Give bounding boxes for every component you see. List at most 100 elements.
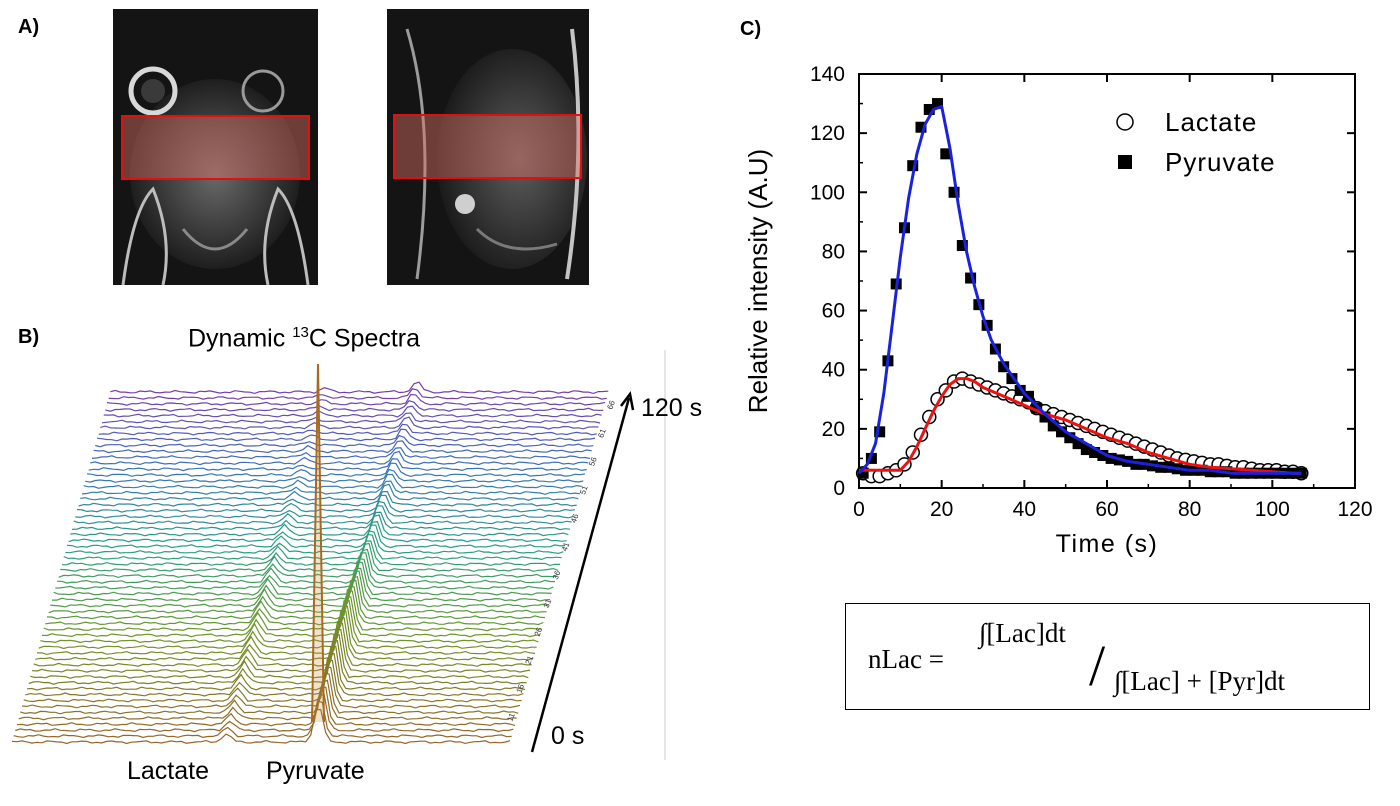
pyruvate-point [1105, 452, 1117, 464]
mri-eye-left [128, 66, 178, 116]
spectrum-trace [101, 412, 601, 424]
spectrum-trace [100, 416, 599, 430]
depth-tick-label: 56 [587, 455, 599, 467]
spectrum-trace [25, 652, 524, 697]
pyruvate-peak-spike [311, 363, 325, 723]
spectra-title: Dynamic 13C Spectra [188, 324, 420, 353]
spectrum-trace [43, 588, 542, 632]
pyruvate-point [1056, 426, 1068, 438]
legend-pyruvate-marker [1118, 155, 1132, 169]
spectrum-trace [73, 504, 572, 525]
pyruvate-point [857, 467, 869, 479]
y-tick-label: 100 [810, 181, 845, 204]
legend-pyruvate-label: Pyruvate [1165, 147, 1276, 177]
spectrum-trace [93, 440, 592, 454]
spectrum-trace [86, 462, 586, 478]
spectra-title-suffix: C Spectra [308, 324, 421, 353]
lactate-peak-label: Lactate [127, 757, 210, 785]
legend-lactate-label: Lactate [1165, 107, 1257, 137]
depth-tick-label: 11 [505, 711, 516, 722]
time-course-chart: 0 20 40 60 80 100 120 0 20 40 60 80 100 120 140 Time (s… [743, 63, 1373, 558]
time-start-label: 0 s [551, 722, 585, 750]
spectrum-trace [88, 458, 587, 472]
spectrum-trace [26, 645, 526, 691]
spectrum-trace [95, 434, 594, 448]
time-end-label: 120 s [641, 394, 703, 422]
spectrum-trace [47, 579, 546, 620]
legend-lactate-marker [1116, 113, 1134, 131]
y-tick-label: 40 [822, 359, 845, 382]
pyruvate-point [1130, 458, 1142, 470]
time-axis-arrowhead [620, 390, 635, 411]
formula-lhs: nLac = [868, 644, 944, 674]
spectrum-trace [98, 423, 597, 436]
x-tick-label: 0 [853, 498, 865, 521]
pyruvate-point [1080, 444, 1092, 456]
spectrum-trace [20, 672, 519, 715]
spectrum-trace [70, 514, 569, 537]
pyruvate-point [865, 452, 877, 464]
spectrum-trace [63, 533, 562, 561]
pyruvate-point [915, 121, 927, 133]
spectrum-trace [91, 447, 591, 460]
y-tick-label: 120 [810, 122, 845, 145]
y-tick-label: 140 [810, 63, 845, 86]
pyruvate-point [874, 426, 886, 438]
spectrum-trace [52, 567, 551, 602]
depth-tick-label: 26 [533, 626, 545, 638]
spectrum-trace [11, 708, 511, 745]
formula-slash: / [1089, 633, 1106, 698]
mri-sagittal-head [437, 49, 587, 269]
pyruvate-point [940, 148, 952, 160]
spectrum-trace [15, 693, 514, 733]
spectrum-trace [83, 473, 582, 489]
pyruvate-point [965, 272, 977, 284]
depth-tick-label: 66 [605, 399, 617, 411]
mri-brain-shape [130, 79, 300, 269]
y-tick-label: 20 [822, 418, 845, 441]
pyruvate-point [1031, 402, 1043, 414]
mri-axial-drawing [121, 66, 310, 285]
pyruvate-point [948, 186, 960, 198]
y-axis-label: Relative intensity (A.U) [743, 149, 773, 413]
spectrum-trace [55, 558, 554, 590]
spectrum-trace [41, 596, 541, 638]
depth-tick-label: 36 [551, 569, 563, 581]
spectrum-trace [18, 679, 517, 721]
spectrum-trace [35, 617, 534, 662]
spectrum-trace [13, 700, 512, 739]
spectrum-trace [36, 610, 536, 656]
x-tick-label: 40 [1013, 498, 1036, 521]
mri-eye-right [241, 69, 285, 113]
lactate-fit-line [859, 377, 1302, 475]
spectrum-trace [68, 520, 567, 543]
spectrum-trace [30, 633, 529, 679]
y-tick-label: 80 [822, 240, 845, 263]
spectrum-trace [48, 575, 547, 614]
spectrum-trace [61, 540, 561, 567]
mri-bright-spot [455, 194, 475, 214]
mri-sagittal-image [387, 9, 589, 285]
spectrum-trace [50, 570, 549, 608]
spectrum-trace [105, 400, 604, 412]
spectra-title-prefix: Dynamic [188, 324, 293, 353]
x-tick-label: 60 [1095, 498, 1118, 521]
spectrum-trace [80, 483, 579, 501]
pyruvate-point [1047, 420, 1059, 432]
spectrum-trace [78, 490, 577, 507]
spectrum-trace [31, 628, 531, 673]
roi-box-sagittal [393, 114, 582, 179]
x-axis-label: Time (s) [1056, 530, 1159, 558]
x-tick-label: 20 [930, 498, 953, 521]
depth-tick-label: 16 [515, 682, 527, 694]
depth-tick-label: 21 [524, 654, 536, 666]
depth-tick-label: 51 [578, 484, 590, 496]
roi-box-axial [121, 115, 310, 180]
spectrum-trace [58, 548, 557, 579]
spectrum-trace [38, 605, 537, 650]
pyruvate-fit-line [857, 105, 1302, 475]
pyruvate-point [998, 361, 1010, 373]
pyruvate-point [1089, 447, 1101, 459]
spectrum-trace [85, 468, 584, 484]
spectrum-trace [53, 560, 552, 596]
